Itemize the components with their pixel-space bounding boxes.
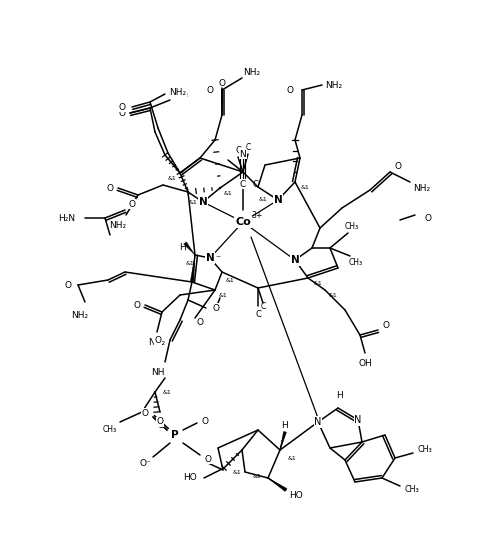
Text: O: O — [133, 301, 140, 310]
Text: C: C — [260, 302, 265, 310]
Polygon shape — [279, 432, 286, 450]
Text: CH₃: CH₃ — [417, 446, 432, 455]
Polygon shape — [190, 255, 194, 282]
Text: O: O — [154, 335, 161, 345]
Text: O: O — [64, 280, 72, 289]
Text: &1: &1 — [232, 470, 241, 475]
Text: OH: OH — [358, 358, 371, 368]
Text: HO: HO — [288, 492, 302, 501]
Text: NH₂: NH₂ — [171, 89, 188, 98]
Text: &1: &1 — [223, 190, 232, 195]
Text: &1: &1 — [225, 278, 234, 282]
Text: NH₂: NH₂ — [72, 310, 88, 319]
Text: C: C — [252, 180, 257, 188]
Polygon shape — [267, 478, 287, 492]
Text: &1: &1 — [167, 175, 176, 180]
Text: NH: NH — [151, 368, 165, 377]
Text: C: C — [240, 180, 246, 188]
Text: H: H — [336, 392, 343, 401]
Text: NH₂: NH₂ — [109, 220, 126, 230]
Text: H: H — [179, 242, 186, 251]
Text: O: O — [218, 79, 225, 88]
Text: H: H — [281, 421, 288, 430]
Text: O: O — [204, 455, 211, 463]
Text: &1: &1 — [328, 293, 336, 297]
Text: NH₂: NH₂ — [169, 88, 186, 96]
Text: N: N — [205, 253, 214, 263]
Text: &1: &1 — [258, 196, 267, 202]
Text: O: O — [106, 184, 113, 193]
Text: &1: &1 — [313, 280, 322, 286]
Polygon shape — [183, 242, 194, 255]
Text: CH₃: CH₃ — [344, 221, 358, 231]
Text: C: C — [235, 146, 240, 155]
Text: &1: &1 — [188, 200, 197, 204]
Text: C: C — [254, 310, 260, 318]
Text: NH₂: NH₂ — [325, 80, 342, 89]
Text: O: O — [206, 86, 213, 95]
Text: N: N — [239, 149, 246, 158]
Text: NH₂: NH₂ — [148, 338, 165, 347]
Text: NH₂: NH₂ — [243, 67, 260, 77]
Text: O: O — [118, 109, 125, 118]
Text: &1: &1 — [287, 455, 296, 461]
Text: &1: &1 — [252, 475, 261, 479]
Text: O: O — [201, 417, 208, 425]
Text: CH₃: CH₃ — [404, 485, 419, 494]
Text: &1: &1 — [300, 185, 309, 189]
Text: O: O — [286, 86, 293, 95]
Text: O: O — [382, 320, 389, 330]
Text: O: O — [128, 200, 135, 209]
Text: N: N — [290, 255, 299, 265]
Text: &1: &1 — [218, 293, 227, 297]
Text: CH₃: CH₃ — [348, 257, 362, 266]
Text: C: C — [245, 142, 250, 151]
Text: 3+: 3+ — [251, 210, 262, 219]
Text: &1: &1 — [162, 389, 171, 394]
Text: &1: &1 — [185, 261, 194, 265]
Text: O: O — [118, 103, 125, 111]
Text: H₂N: H₂N — [58, 213, 75, 223]
Text: O: O — [156, 417, 163, 426]
Text: NH₂: NH₂ — [413, 184, 430, 193]
Text: P: P — [171, 430, 179, 440]
Text: HO: HO — [183, 473, 196, 483]
Text: ⁻: ⁻ — [215, 254, 220, 264]
Text: N: N — [354, 415, 361, 425]
Text: O: O — [424, 213, 431, 223]
Text: O: O — [394, 162, 401, 171]
Text: O: O — [141, 409, 148, 417]
Text: Co: Co — [235, 217, 251, 227]
Text: N: N — [313, 417, 321, 427]
Text: N: N — [198, 197, 207, 207]
Text: O: O — [212, 303, 219, 312]
Text: O: O — [196, 317, 203, 326]
Text: O⁻: O⁻ — [139, 458, 151, 468]
Text: N: N — [273, 195, 282, 205]
Text: CH₃: CH₃ — [103, 425, 117, 434]
